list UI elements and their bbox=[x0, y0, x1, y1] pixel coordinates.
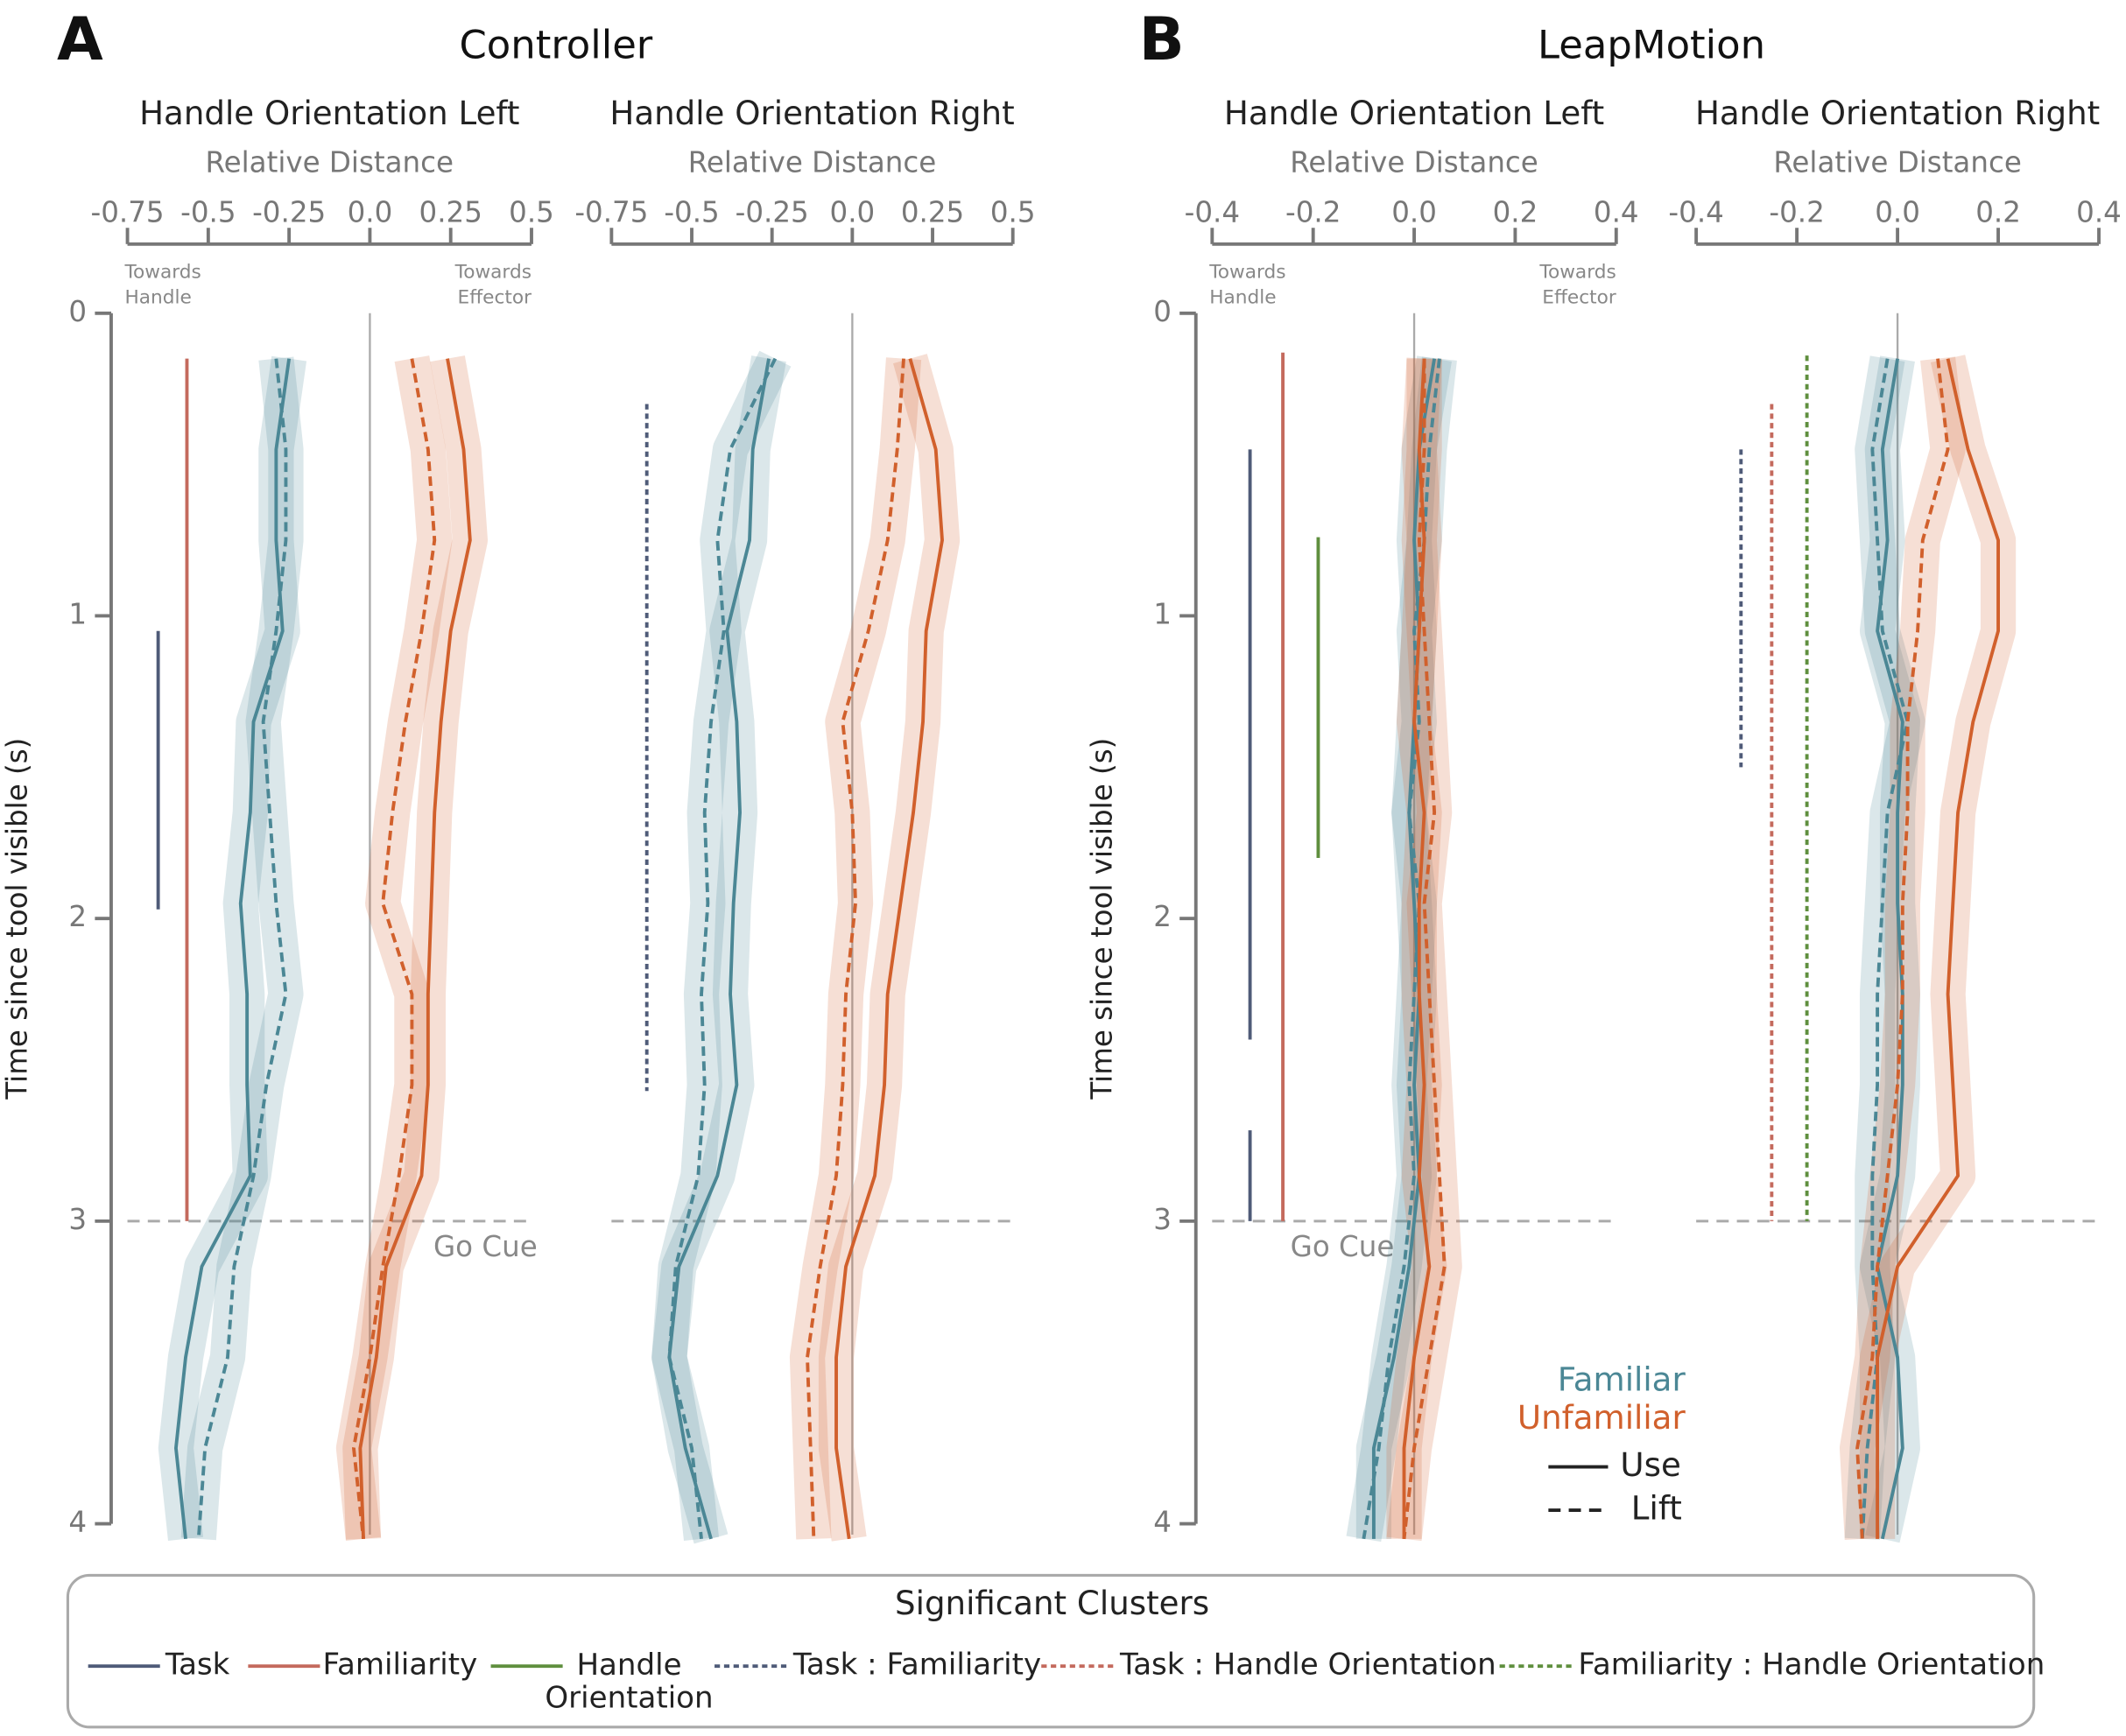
series-line bbox=[1860, 358, 1910, 1539]
go-cue-label: Go Cue bbox=[433, 1230, 538, 1263]
cluster-legend-label: Task : Handle Orientation bbox=[1119, 1648, 1496, 1683]
y-tick-label: 3 bbox=[68, 1203, 87, 1236]
cluster-legend-label: Familiarity : Handle Orientation bbox=[1578, 1648, 2045, 1683]
y-axis-label: Time since tool visible (s) bbox=[1, 738, 34, 1100]
x-annotation: Towards Handle bbox=[123, 261, 201, 308]
series-line bbox=[1402, 358, 1432, 1539]
series-line bbox=[358, 358, 472, 1539]
x-tick-label: -0.2 bbox=[1285, 196, 1341, 229]
y-tick-label: 0 bbox=[1153, 295, 1172, 328]
x-annotation: Towards Effector bbox=[1538, 261, 1616, 308]
x-tick-label: -0.5 bbox=[664, 196, 719, 229]
x-annotation: Towards Effector bbox=[454, 261, 532, 308]
legend-label: Use bbox=[1620, 1446, 1680, 1484]
x-tick-label: -0.25 bbox=[736, 196, 809, 229]
y-tick-label: 4 bbox=[1153, 1506, 1172, 1539]
x-tick-label: 0.25 bbox=[419, 196, 482, 229]
x-tick-label: 0.25 bbox=[901, 196, 964, 229]
y-tick-label: 2 bbox=[68, 900, 87, 933]
legend-label: Unfamiliar bbox=[1517, 1399, 1686, 1437]
x-tick-label: -0.75 bbox=[574, 196, 648, 229]
series-line bbox=[806, 358, 905, 1539]
group-title: LeapMotion bbox=[1538, 21, 1765, 67]
series-line bbox=[1855, 358, 1950, 1539]
x-axis-label: Relative Distance bbox=[1290, 145, 1538, 179]
panel-letter: A bbox=[57, 5, 103, 74]
x-axis-label: Relative Distance bbox=[1773, 145, 2022, 179]
go-cue-label: Go Cue bbox=[1291, 1230, 1395, 1263]
x-tick-label: -0.75 bbox=[91, 196, 165, 229]
cluster-legend-label: Task : Familiarity bbox=[792, 1648, 1041, 1683]
y-tick-label: 0 bbox=[68, 295, 87, 328]
legend-label: Lift bbox=[1631, 1490, 1682, 1528]
series-line bbox=[173, 358, 292, 1540]
cluster-legend-title: Significant Clusters bbox=[895, 1585, 1209, 1622]
series-line bbox=[667, 357, 778, 1540]
subplot-title: Handle Orientation Left bbox=[1224, 95, 1604, 132]
y-tick-label: 2 bbox=[1153, 900, 1172, 933]
x-tick-label: 0.5 bbox=[990, 196, 1036, 229]
x-tick-label: 0.0 bbox=[1391, 196, 1437, 229]
subplot-title: Handle Orientation Right bbox=[1695, 95, 2100, 132]
x-tick-label: 0.5 bbox=[509, 196, 554, 229]
x-tick-label: -0.5 bbox=[180, 196, 236, 229]
y-tick-label: 4 bbox=[68, 1506, 87, 1539]
x-axis-label: Relative Distance bbox=[688, 145, 937, 179]
x-tick-label: -0.4 bbox=[1185, 196, 1240, 229]
panel-letter: B bbox=[1139, 5, 1185, 74]
cluster-legend-label: Familiarity bbox=[323, 1648, 478, 1683]
series-line bbox=[1876, 358, 1904, 1540]
x-tick-label: 0.0 bbox=[830, 196, 876, 229]
y-axis-label: Time since tool visible (s) bbox=[1085, 738, 1118, 1100]
cluster-legend-label: Task bbox=[165, 1648, 230, 1683]
group-title: Controller bbox=[459, 21, 652, 67]
x-tick-label: 0.0 bbox=[1875, 196, 1920, 229]
series-line bbox=[1371, 358, 1437, 1539]
x-axis-label: Relative Distance bbox=[206, 145, 454, 179]
subplot-title: Handle Orientation Left bbox=[139, 95, 519, 132]
series-line bbox=[1876, 358, 2000, 1539]
y-tick-label: 3 bbox=[1153, 1203, 1172, 1236]
x-annotation: Towards Handle bbox=[1208, 261, 1285, 308]
x-tick-label: 0.0 bbox=[348, 196, 393, 229]
series-line bbox=[196, 358, 288, 1539]
cluster-legend-box bbox=[66, 1573, 2036, 1729]
legend-label: Familiar bbox=[1558, 1360, 1686, 1398]
series-line bbox=[1402, 358, 1447, 1540]
x-tick-label: -0.25 bbox=[252, 196, 326, 229]
y-tick-label: 1 bbox=[1153, 597, 1172, 630]
y-tick-label: 1 bbox=[68, 597, 87, 630]
series-line bbox=[352, 358, 437, 1540]
x-tick-label: 0.2 bbox=[1975, 196, 2021, 229]
cluster-legend-label: Handle Orientation bbox=[545, 1648, 713, 1715]
x-tick-label: 0.4 bbox=[2076, 196, 2122, 229]
x-tick-label: -0.2 bbox=[1769, 196, 1824, 229]
x-tick-label: -0.4 bbox=[1668, 196, 1723, 229]
subplot-title: Handle Orientation Right bbox=[609, 95, 1014, 132]
series-line bbox=[834, 358, 944, 1540]
x-tick-label: 0.4 bbox=[1594, 196, 1639, 229]
x-tick-label: 0.2 bbox=[1493, 196, 1538, 229]
